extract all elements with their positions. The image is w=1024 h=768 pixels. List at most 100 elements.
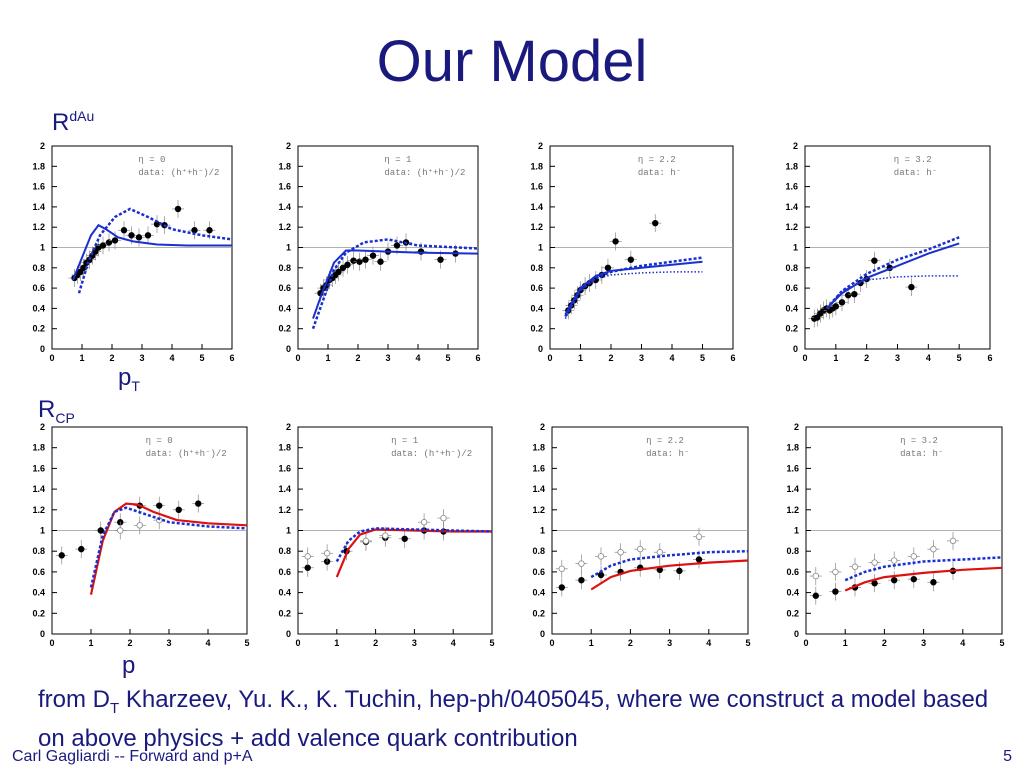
y-tick-label: 0.8 [278,546,291,556]
data-point [362,537,370,545]
data-point [930,579,937,586]
data-point [362,256,369,263]
y-tick-label: 0.6 [32,567,45,577]
x-tick-label: 1 [833,353,838,363]
data-point [851,290,858,298]
plot-annotation: η = 0 [146,436,173,446]
y-tick-label: 0 [538,344,543,354]
y-tick-label: 1.6 [785,182,798,192]
data-point [832,588,839,595]
x-tick-label: 1 [589,638,594,648]
data-point [304,553,311,560]
y-tick-label: 0.6 [530,283,543,293]
y-tick-label: 1.2 [32,505,45,515]
y-tick-label: 2 [286,141,291,151]
plot-annotation: η = 2.2 [638,155,676,165]
data-point [135,234,143,241]
y-tick-label: 0.6 [532,567,545,577]
x-tick-label: 4 [169,353,174,363]
plot-annotation: η = 0 [138,155,165,165]
data-point [304,564,311,571]
y-tick-label: 0.6 [786,567,799,577]
data-point [617,549,624,556]
x-tick-label: 5 [999,638,1004,648]
y-tick-label: 0.2 [530,324,543,334]
y-tick-label: 0.4 [786,588,799,598]
x-tick-label: 5 [745,638,750,648]
data-point [695,556,703,563]
y-tick-label: 0.4 [530,303,543,313]
y-tick-label: 1.4 [785,202,798,212]
y-tick-label: 0.8 [532,546,545,556]
x-tick-label: 4 [926,353,931,363]
x-tick-label: 3 [385,353,390,363]
x-tick-label: 4 [415,353,420,363]
y-tick-label: 1.2 [532,505,545,515]
footer-right: 5 [1003,748,1012,765]
y-tick-label: 1.8 [32,443,45,453]
y-tick-label: 2 [40,141,45,151]
x-tick-label: 3 [921,638,926,648]
model-curve-solid [312,249,479,319]
y-tick-label: 0.2 [278,324,291,334]
plot-annotation: data: h⁻ [638,168,681,178]
data-point [420,519,428,526]
data-point [908,283,915,291]
slide-title: Our Model [376,29,648,94]
row2-label: RCP [38,396,75,426]
data-point [656,549,663,556]
footer-left: Carl Gagliardi -- Forward and p+A [12,748,253,765]
x-tick-label: 6 [730,353,735,363]
data-point [838,299,846,306]
data-point [99,242,107,249]
data-point [871,559,878,566]
x-tick-label: 2 [608,353,613,363]
data-point [812,572,819,580]
x-tick-label: 3 [667,638,672,648]
x-tick-label: 1 [79,353,84,363]
x-tick-label: 0 [547,353,552,363]
y-tick-label: 1.6 [32,182,45,192]
model-curve-finedotted [564,271,703,319]
data-point [377,258,384,265]
data-point [844,292,852,299]
model-curve-red [89,502,248,595]
y-tick-label: 1.8 [530,161,543,171]
y-tick-label: 1.4 [32,202,45,212]
data-point [627,256,635,263]
y-tick-label: 1.2 [278,222,291,232]
y-tick-label: 1.4 [530,202,543,212]
x-tick-label: 4 [451,638,456,648]
y-tick-label: 0.8 [786,546,799,556]
x-tick-label: 0 [803,638,808,648]
x-tick-label: 2 [628,638,633,648]
y-tick-label: 1 [40,243,45,253]
y-tick-label: 1 [794,526,799,536]
x-tick-label: 1 [325,353,330,363]
data-point [851,563,859,570]
data-point [578,560,585,567]
y-tick-label: 1.6 [278,463,291,473]
y-tick-label: 2 [286,422,291,432]
y-tick-label: 2 [794,422,799,432]
model-curve-dotted [590,549,749,579]
data-point [597,553,605,560]
y-tick-label: 0 [794,629,799,639]
y-tick-label: 1 [286,526,291,536]
model-curve-red [590,559,749,591]
x-tick-label: 4 [960,638,965,648]
y-tick-label: 1.4 [32,484,45,494]
y-tick-label: 2 [40,422,45,432]
y-tick-label: 1.4 [278,484,291,494]
y-tick-label: 1.4 [532,484,545,494]
y-tick-label: 0.2 [786,608,799,618]
y-tick-label: 1.8 [786,443,799,453]
x-tick-label: 3 [166,638,171,648]
data-point [78,545,85,553]
model-curve-dotted [89,506,248,588]
data-point [175,506,182,513]
x-tick-label: 2 [882,638,887,648]
data-point [350,257,357,264]
plot-annotation: data: h⁻ [646,449,689,459]
